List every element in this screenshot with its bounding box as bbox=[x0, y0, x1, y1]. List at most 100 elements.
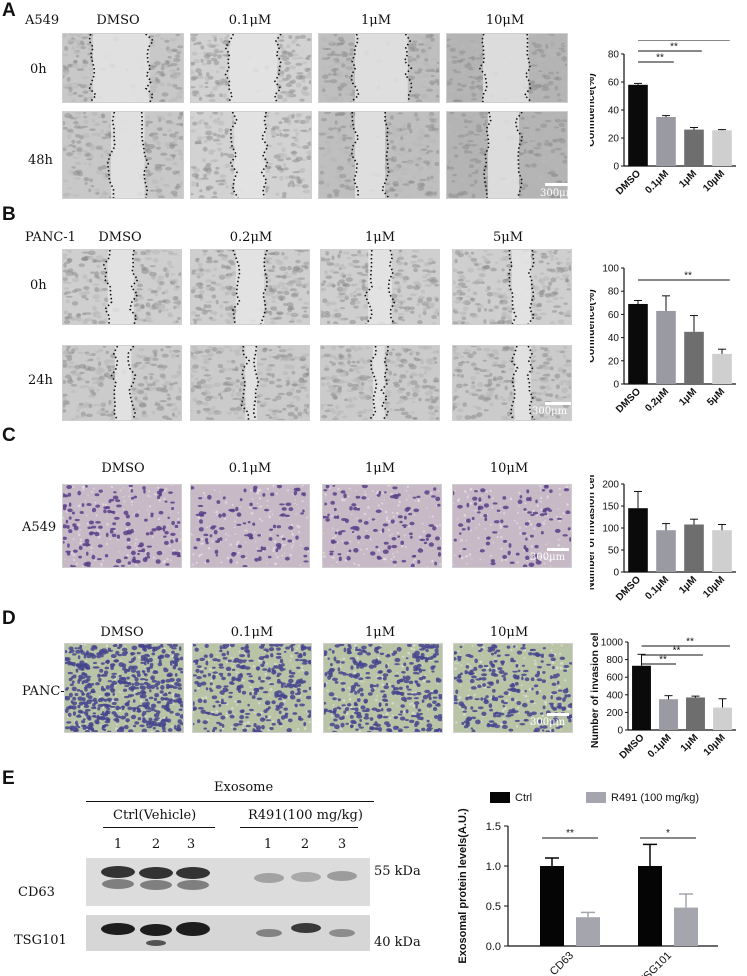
bar bbox=[656, 117, 676, 166]
panel-letter-e: E bbox=[2, 768, 15, 789]
x-tick-label: 0.1μM bbox=[643, 168, 671, 196]
panel-a-image-0h-0 bbox=[62, 33, 184, 103]
y-tick-label: 100 bbox=[602, 524, 619, 535]
blot-mw-40: 40 kDa bbox=[374, 935, 421, 950]
panel-d-condition-1: 0.1μM bbox=[230, 625, 274, 640]
significance-label: ** bbox=[656, 53, 664, 64]
panel-c-condition-0: DMSO bbox=[101, 461, 145, 476]
x-tick-label: 10μM bbox=[701, 168, 727, 194]
y-tick-label: 0 bbox=[613, 380, 619, 391]
y-tick-label: 20 bbox=[608, 356, 620, 367]
bar bbox=[628, 303, 648, 384]
x-tick-label: 0.1μM bbox=[646, 732, 674, 760]
y-tick-label: 1000 bbox=[601, 638, 624, 649]
legend-swatch bbox=[490, 792, 510, 803]
panel-a-cell-line: A549 bbox=[25, 13, 60, 28]
y-tick-label: 400 bbox=[606, 690, 623, 701]
panel-c-condition-1: 0.1μM bbox=[228, 461, 272, 476]
y-tick-label: 200 bbox=[602, 480, 619, 491]
panel-a-image-0h-1 bbox=[190, 33, 312, 103]
panel-b-scale-bar bbox=[545, 402, 571, 405]
panel-a-condition-2: 1μM bbox=[360, 13, 392, 28]
panel-b-image-0h-1 bbox=[190, 249, 310, 325]
panel-a-timepoint-1: 48h bbox=[28, 153, 53, 168]
significance-label: ** bbox=[566, 828, 574, 839]
x-tick-label: 10μM bbox=[701, 574, 727, 600]
panel-a-image-0h-3 bbox=[446, 33, 568, 103]
blot-title: Exosome bbox=[214, 780, 274, 795]
bar bbox=[656, 530, 676, 572]
legend-label: Ctrl bbox=[515, 792, 532, 804]
y-tick-label: 0.5 bbox=[486, 901, 501, 913]
panel-b-image-24h-3 bbox=[452, 345, 572, 421]
bar bbox=[712, 130, 732, 166]
x-tick-label: 1μM bbox=[677, 574, 699, 596]
significance-label: ** bbox=[659, 655, 667, 666]
panel-d-condition-2: 1μM bbox=[364, 625, 396, 640]
panel-b-image-24h-1 bbox=[190, 345, 310, 421]
y-tick-label: 40 bbox=[608, 106, 620, 117]
y-tick-label: 80 bbox=[608, 50, 620, 61]
x-tick-label: DMSO bbox=[614, 574, 643, 603]
blot-group-ctrl: Ctrl(Vehicle) bbox=[113, 808, 197, 823]
panel-d-image-2 bbox=[323, 643, 443, 733]
y-tick-label: 60 bbox=[608, 310, 620, 321]
panel-b-image-0h-3 bbox=[452, 249, 572, 325]
bar bbox=[628, 84, 648, 166]
y-tick-label: 0.0 bbox=[486, 941, 501, 953]
y-tick-label: 800 bbox=[606, 655, 623, 666]
significance-label: * bbox=[666, 828, 670, 839]
panel-c-condition-2: 1μM bbox=[364, 461, 396, 476]
bar bbox=[576, 917, 600, 946]
panel-a-scale-label: 300μm bbox=[540, 188, 576, 199]
panel-a-condition-0: DMSO bbox=[96, 13, 140, 28]
panel-c-cell-line: A549 bbox=[22, 520, 57, 535]
bar bbox=[656, 310, 676, 384]
blot-title-underline bbox=[86, 801, 374, 802]
panel-b-condition-0: DMSO bbox=[98, 230, 142, 245]
y-axis-label: Number of invasion cells bbox=[590, 474, 597, 590]
y-tick-label: 50 bbox=[608, 546, 620, 557]
bar bbox=[628, 508, 648, 572]
panel-b-image-24h-2 bbox=[320, 345, 440, 421]
y-tick-label: 80 bbox=[608, 287, 620, 298]
panel-c-image-1 bbox=[190, 484, 310, 568]
significance-label: ** bbox=[670, 42, 678, 53]
y-tick-label: 0 bbox=[617, 726, 623, 737]
significance-label: ** bbox=[673, 646, 681, 657]
blot-protein-cd63: CD63 bbox=[18, 885, 55, 900]
x-tick-label: 5μM bbox=[705, 386, 727, 408]
panel-d-image-0 bbox=[64, 643, 184, 733]
panel-b-cell-line: PANC-1 bbox=[25, 230, 76, 245]
y-tick-label: 60 bbox=[608, 78, 620, 89]
blot-lane-3: 3 bbox=[186, 837, 196, 852]
y-tick-label: 150 bbox=[602, 502, 619, 513]
x-tick-label: DMSO bbox=[614, 386, 643, 415]
bar bbox=[684, 331, 704, 384]
y-tick-label: 1.0 bbox=[486, 861, 501, 873]
bar bbox=[638, 866, 662, 946]
blot-mw-55: 55 kDa bbox=[374, 864, 421, 879]
bar bbox=[713, 707, 732, 730]
blot-cd63 bbox=[86, 858, 370, 906]
y-axis-label: Exosomal protein levels(A.U.) bbox=[457, 808, 469, 964]
panel-a-image-48h-2 bbox=[318, 111, 440, 199]
blot-lane-2: 2 bbox=[151, 837, 161, 852]
panel-letter-d: D bbox=[2, 608, 16, 629]
legend-swatch bbox=[586, 792, 606, 803]
y-tick-label: 1.5 bbox=[486, 821, 501, 833]
panel-c-condition-3: 10μM bbox=[489, 461, 529, 476]
bar bbox=[686, 697, 705, 730]
bar bbox=[684, 524, 704, 572]
y-tick-label: 100 bbox=[602, 264, 619, 275]
x-tick-label: TSG101 bbox=[637, 950, 674, 976]
chart-b-confluence: 0 20 40 60 80 100 Confluence(%) DMSO 0.2μM 1μM 5μM… bbox=[590, 264, 736, 415]
panel-a-image-48h-1 bbox=[190, 111, 312, 199]
y-tick-label: 0 bbox=[613, 162, 619, 173]
y-tick-label: 40 bbox=[608, 333, 620, 344]
blot-lane-6: 3 bbox=[337, 837, 347, 852]
bar bbox=[674, 907, 698, 946]
x-tick-label: 10μM bbox=[702, 732, 728, 758]
blot-lane-4: 1 bbox=[263, 837, 273, 852]
